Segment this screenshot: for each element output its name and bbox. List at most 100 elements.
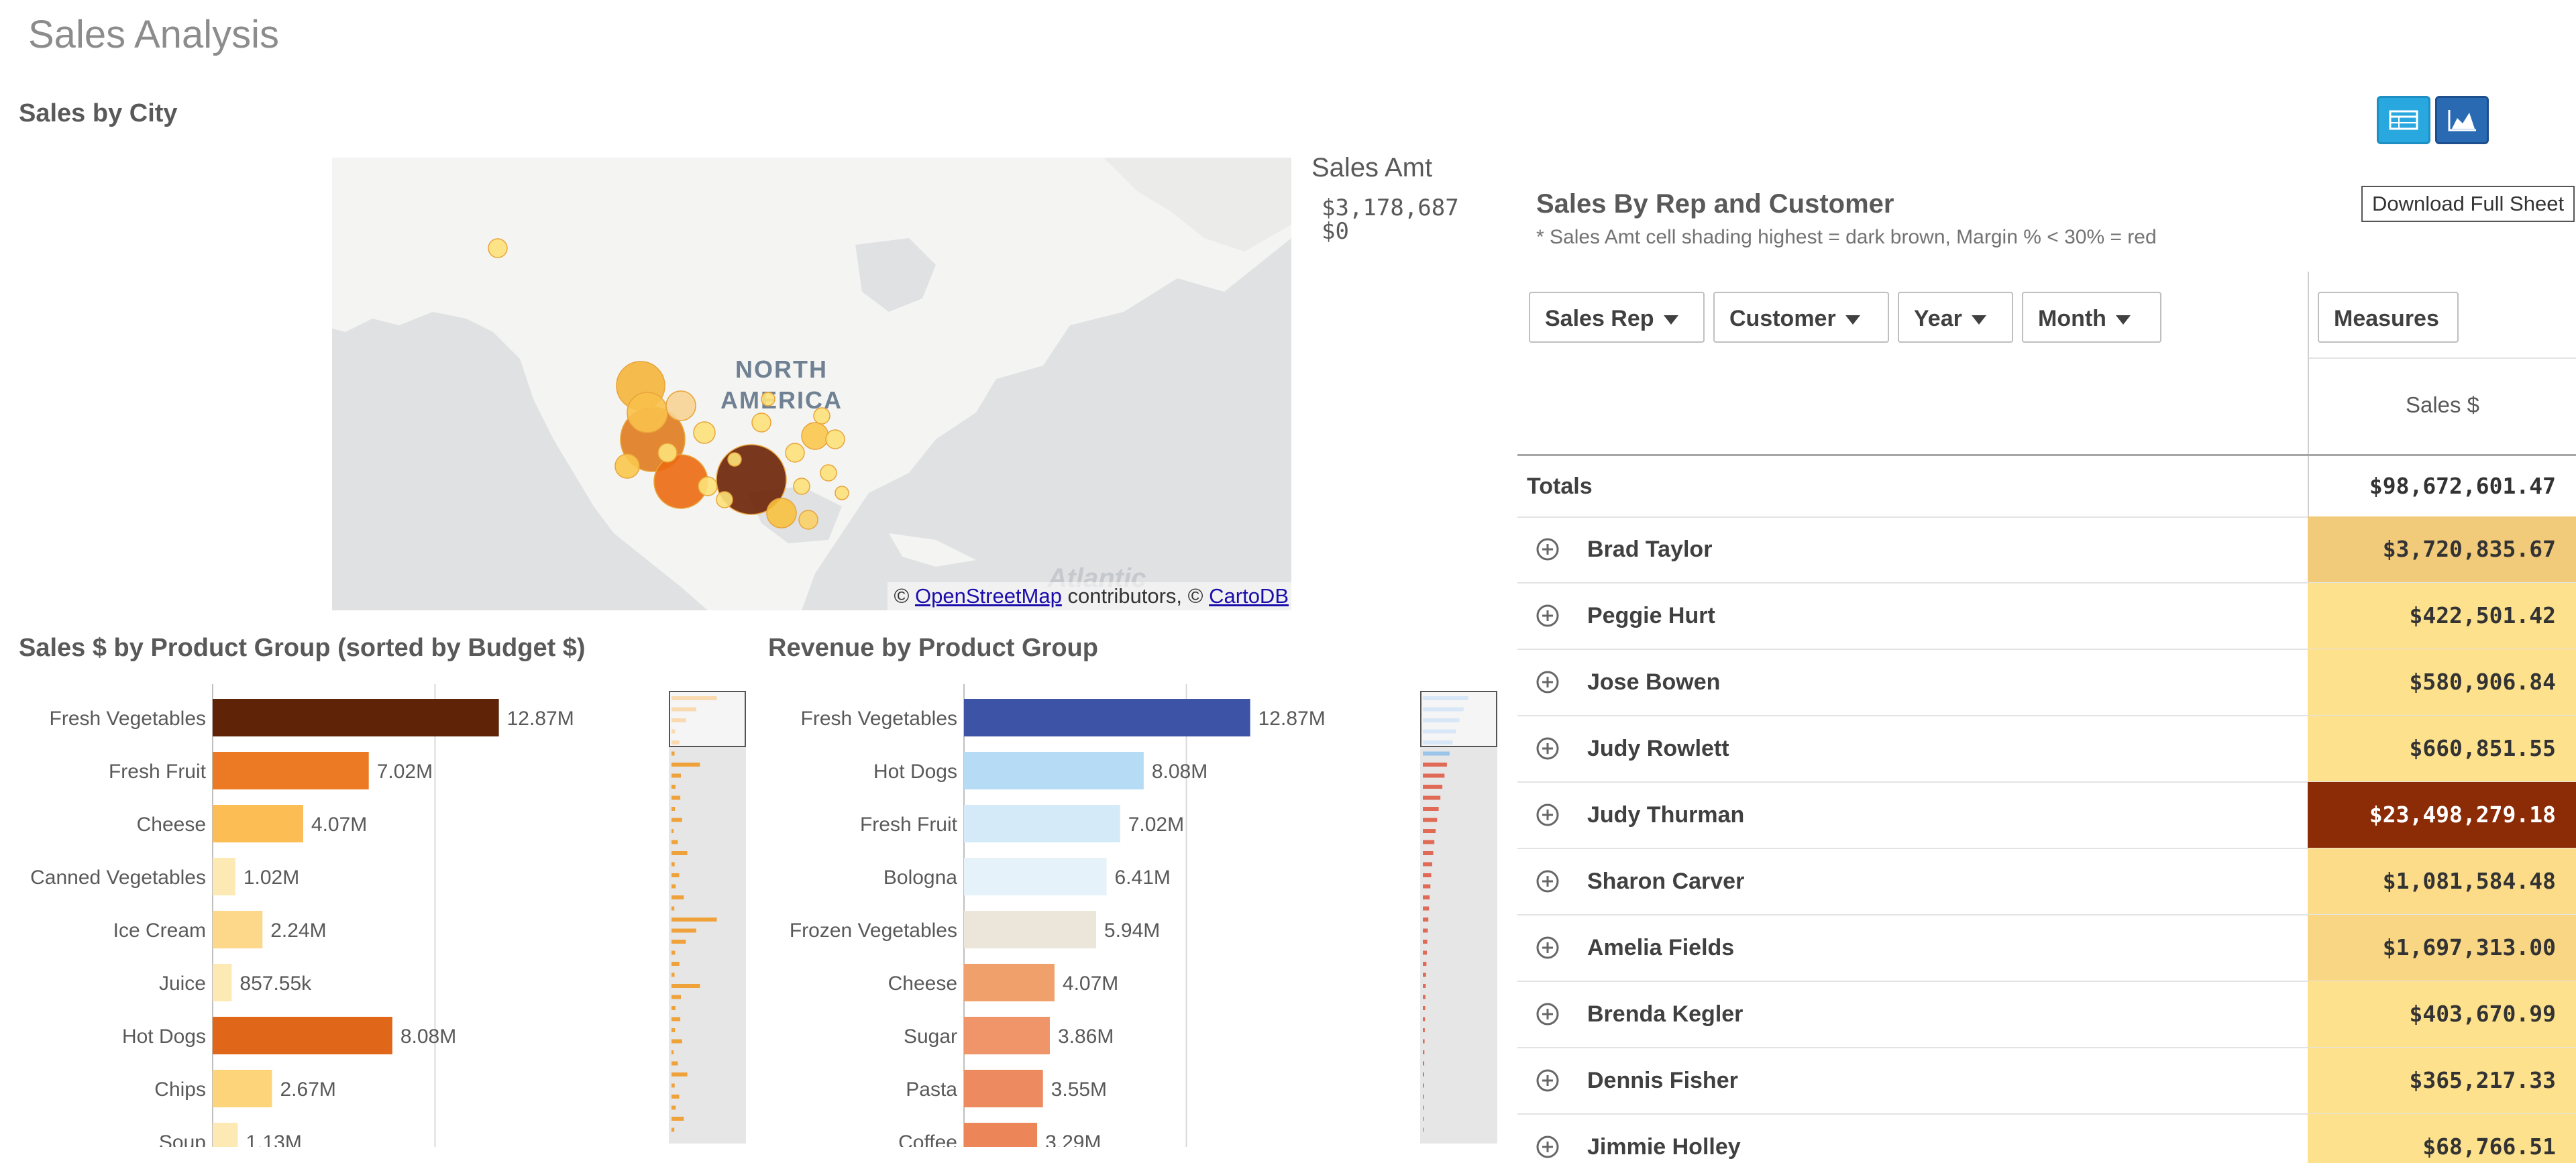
sales-rep-name[interactable]: Brenda Kegler	[1587, 1001, 1743, 1027]
city-bubble[interactable]	[835, 486, 849, 500]
year-dimension-button[interactable]: Year	[1898, 292, 2013, 343]
city-bubble[interactable]	[825, 429, 845, 449]
map-canvas[interactable]: NORTH AMERICA Atlantic	[332, 158, 1291, 610]
category-label[interactable]: Juice	[159, 973, 206, 995]
category-label[interactable]: Fresh Vegetables	[50, 708, 206, 730]
customer-dimension-button[interactable]: Customer	[1713, 292, 1889, 343]
table-row[interactable]: Judy Rowlett $660,851.55	[1517, 716, 2576, 783]
expand-plus-icon[interactable]	[1536, 604, 1559, 627]
sales-rep-name[interactable]: Judy Thurman	[1587, 802, 1745, 828]
sales-by-city-map[interactable]: NORTH AMERICA Atlantic © OpenStreetMap c…	[332, 158, 1291, 610]
sales-by-product-group-chart[interactable]: Fresh Vegetables 12.87M Fresh Fruit 7.02M Ch…	[13, 684, 671, 1147]
expand-plus-icon[interactable]	[1536, 1003, 1559, 1026]
city-bubble[interactable]	[751, 412, 771, 433]
sales-rep-name[interactable]: Brad Taylor	[1587, 537, 1713, 562]
category-label[interactable]: Chips	[154, 1078, 206, 1101]
city-bubble[interactable]	[813, 407, 830, 425]
city-bubble[interactable]	[698, 476, 718, 496]
chart1-scroll-thumb[interactable]	[669, 691, 746, 747]
bar[interactable]	[964, 699, 1250, 736]
category-label[interactable]: Bologna	[883, 867, 957, 889]
bar[interactable]	[213, 964, 232, 1001]
chart2-scroll-thumb[interactable]	[1420, 691, 1497, 747]
bar[interactable]	[213, 858, 235, 895]
expand-plus-icon[interactable]	[1536, 804, 1559, 826]
bar[interactable]	[964, 911, 1096, 948]
bar[interactable]	[213, 805, 303, 842]
bar[interactable]	[964, 1017, 1050, 1054]
city-bubble[interactable]	[614, 453, 640, 479]
bar[interactable]	[213, 1123, 238, 1147]
city-bubble[interactable]	[766, 498, 797, 529]
city-bubble[interactable]	[785, 443, 805, 463]
expand-plus-icon[interactable]	[1536, 671, 1559, 694]
city-bubble[interactable]	[665, 390, 696, 421]
category-label[interactable]: Soup	[159, 1131, 206, 1147]
sales-rep-name[interactable]: Jimmie Holley	[1587, 1134, 1741, 1160]
city-bubble[interactable]	[657, 443, 678, 463]
city-bubble[interactable]	[798, 510, 818, 530]
city-bubble[interactable]	[727, 452, 742, 467]
city-bubble[interactable]	[793, 478, 810, 495]
category-label[interactable]: Cheese	[888, 973, 957, 995]
category-label[interactable]: Cheese	[137, 814, 206, 836]
bar[interactable]	[213, 752, 369, 789]
category-label[interactable]: Fresh Fruit	[109, 761, 207, 783]
revenue-by-product-group-chart[interactable]: Fresh Vegetables 12.87M Hot Dogs 8.08M Fresh…	[765, 684, 1422, 1147]
table-row[interactable]: Jimmie Holley $68,766.51	[1517, 1114, 2576, 1163]
table-row[interactable]: Peggie Hurt $422,501.42	[1517, 583, 2576, 650]
expand-plus-icon[interactable]	[1536, 538, 1559, 561]
chart1-scrollbar[interactable]	[669, 691, 746, 1144]
sales-rep-name[interactable]: Amelia Fields	[1587, 935, 1735, 960]
expand-plus-icon[interactable]	[1536, 870, 1559, 893]
category-label[interactable]: Fresh Vegetables	[801, 708, 957, 730]
bar[interactable]	[213, 1070, 272, 1107]
pivot-table[interactable]: Sales Rep Customer Year Month Measures S…	[1517, 272, 2576, 1163]
category-label[interactable]: Fresh Fruit	[860, 814, 958, 836]
category-label[interactable]: Frozen Vegetables	[790, 920, 957, 942]
sales-measure-header[interactable]: Sales $	[2405, 392, 2480, 417]
city-bubbles[interactable]	[488, 238, 849, 530]
table-row[interactable]: Brenda Kegler $403,670.99	[1517, 981, 2576, 1048]
expand-plus-icon[interactable]	[1536, 1136, 1559, 1158]
measures-button[interactable]: Measures	[2318, 292, 2459, 343]
bar[interactable]	[964, 1070, 1043, 1107]
bar[interactable]	[964, 858, 1107, 895]
bar[interactable]	[213, 1017, 392, 1054]
expand-plus-icon[interactable]	[1536, 936, 1559, 959]
city-bubble[interactable]	[488, 238, 508, 258]
sales-rep-name[interactable]: Dennis Fisher	[1587, 1068, 1738, 1093]
table-row[interactable]: Dennis Fisher $365,217.33	[1517, 1048, 2576, 1115]
bar[interactable]	[964, 964, 1055, 1001]
bar[interactable]	[964, 805, 1120, 842]
city-bubble[interactable]	[627, 392, 668, 433]
sales-rep-name[interactable]: Judy Rowlett	[1587, 736, 1729, 761]
city-bubble[interactable]	[693, 421, 716, 444]
table-row[interactable]: Amelia Fields $1,697,313.00	[1517, 915, 2576, 982]
city-bubble[interactable]	[716, 491, 733, 508]
sales-rep-name[interactable]: Peggie Hurt	[1587, 603, 1715, 628]
category-label[interactable]: Sugar	[904, 1026, 957, 1048]
city-bubble[interactable]	[820, 464, 837, 482]
cartodb-link[interactable]: CartoDB	[1209, 584, 1289, 608]
category-label[interactable]: Hot Dogs	[122, 1026, 206, 1048]
expand-plus-icon[interactable]	[1536, 1069, 1559, 1092]
table-row[interactable]: Brad Taylor $3,720,835.67	[1517, 516, 2576, 584]
table-row[interactable]: Sharon Carver $1,081,584.48	[1517, 848, 2576, 916]
chart-view-button[interactable]	[2435, 96, 2489, 144]
bar[interactable]	[964, 752, 1144, 789]
bar[interactable]	[213, 911, 263, 948]
category-label[interactable]: Canned Vegetables	[30, 867, 206, 889]
sales-rep-dimension-button[interactable]: Sales Rep	[1529, 292, 1705, 343]
expand-plus-icon[interactable]	[1536, 737, 1559, 760]
openstreetmap-link[interactable]: OpenStreetMap	[915, 584, 1062, 608]
bar[interactable]	[213, 699, 499, 736]
month-dimension-button[interactable]: Month	[2022, 292, 2161, 343]
category-label[interactable]: Coffee	[898, 1131, 957, 1147]
chart2-scrollbar[interactable]	[1420, 691, 1497, 1144]
sales-rep-name[interactable]: Jose Bowen	[1587, 669, 1721, 695]
category-label[interactable]: Pasta	[906, 1078, 957, 1101]
bar[interactable]	[964, 1123, 1038, 1147]
city-bubble[interactable]	[801, 422, 829, 450]
category-label[interactable]: Hot Dogs	[873, 761, 957, 783]
